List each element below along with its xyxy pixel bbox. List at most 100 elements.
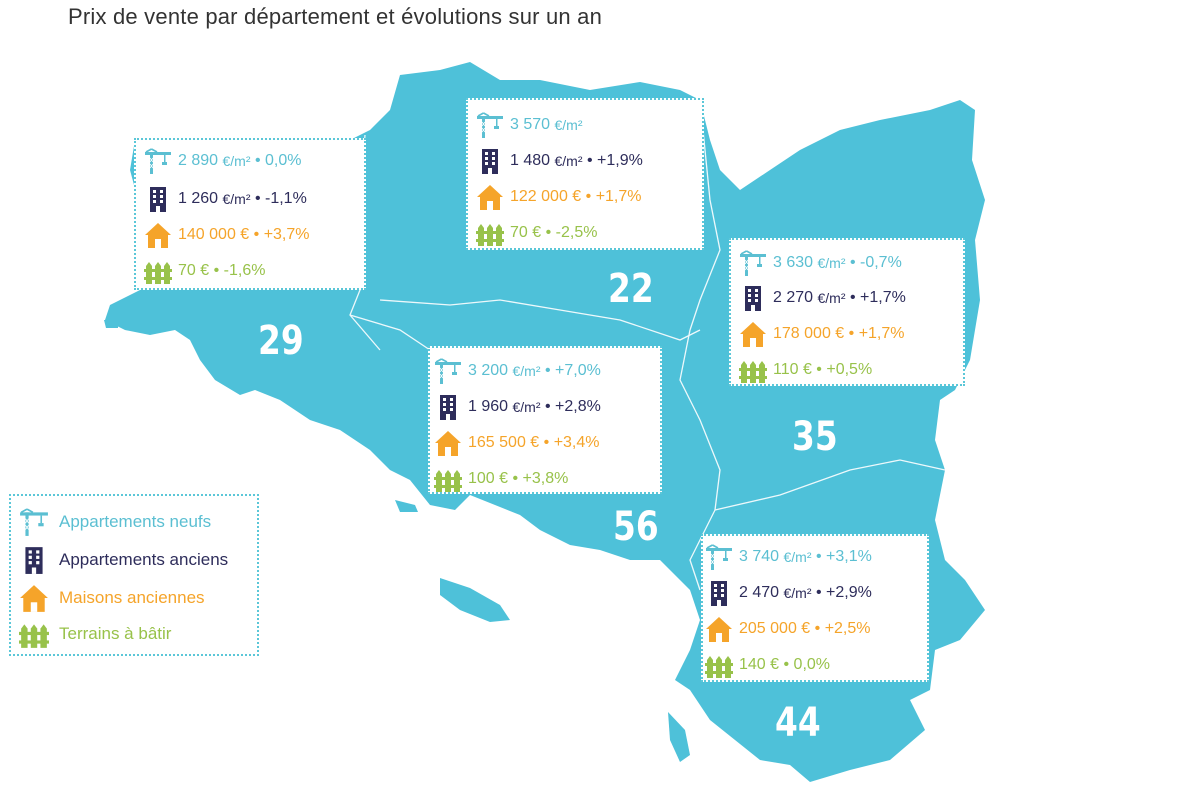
row-appartements-neufs: 3 630 €/m² • -0,7% <box>739 250 902 276</box>
change: +2,5% <box>824 620 871 637</box>
change: +2,9% <box>826 584 872 601</box>
row-terrains: 110 € • +0,5% <box>739 357 872 383</box>
house-icon <box>434 430 462 456</box>
legend: Appartements neufs Appartements anciens … <box>9 494 259 656</box>
row-terrains: 70 € • -2,5% <box>476 220 597 246</box>
row-terrains: 100 € • +3,8% <box>434 466 568 492</box>
fence-icon <box>434 466 462 492</box>
unit: €/m² <box>512 363 541 379</box>
unit: €/m² <box>783 585 812 601</box>
building-icon <box>476 148 504 174</box>
value: 3 200 <box>468 362 509 379</box>
building-icon <box>739 285 767 311</box>
unit: €/m² <box>783 549 812 565</box>
legend-label: Maisons anciennes <box>59 588 205 607</box>
row-maisons-anciennes: 122 000 € • +1,7% <box>476 184 642 210</box>
change: +3,1% <box>826 548 872 565</box>
value: 70 € <box>510 224 542 241</box>
value: 2 270 <box>773 289 814 306</box>
unit: €/m² <box>554 153 583 169</box>
fence-icon <box>739 357 767 383</box>
unit: €/m² <box>554 117 583 133</box>
department-label: 44 <box>775 700 821 746</box>
row-terrains: 140 € • 0,0% <box>705 652 830 678</box>
house-icon <box>144 222 172 248</box>
change: -2,5% <box>555 224 598 241</box>
department-label: 35 <box>792 414 838 460</box>
border-29-56 <box>349 314 431 351</box>
unit: €/m² <box>222 153 251 169</box>
unit: €/m² <box>817 290 846 306</box>
building-icon <box>19 546 49 574</box>
change: -1,6% <box>223 262 266 279</box>
crane-icon <box>434 358 462 384</box>
row-maisons-anciennes: 165 500 € • +3,4% <box>434 430 600 456</box>
crane-icon <box>144 148 172 174</box>
change: -1,1% <box>265 190 307 207</box>
fence-icon <box>476 220 504 246</box>
map-island-groix <box>395 500 418 512</box>
value: 70 € <box>178 262 210 279</box>
row-appartements-neufs: 2 890 €/m² • 0,0% <box>144 148 301 174</box>
change: +1,7% <box>860 289 906 306</box>
fence-icon <box>19 620 49 648</box>
row-maisons-anciennes: 205 000 € • +2,5% <box>705 616 871 642</box>
row-appartements-anciens: 1 260 €/m² • -1,1% <box>144 186 307 212</box>
department-card-35: 3 630 €/m² • -0,7% 2 270 €/m² • +1,7% 17… <box>729 238 965 386</box>
row-maisons-anciennes: 140 000 € • +3,7% <box>144 222 310 248</box>
change: +3,4% <box>553 434 600 451</box>
change: +3,8% <box>522 470 569 487</box>
border-35-44 <box>714 459 946 511</box>
legend-label: Appartements neufs <box>59 512 212 531</box>
row-appartements-anciens: 1 480 €/m² • +1,9% <box>476 148 643 174</box>
value: 1 960 <box>468 398 509 415</box>
change: 0,0% <box>265 152 302 169</box>
value: 100 € <box>468 470 509 487</box>
row-maisons-anciennes: 178 000 € • +1,7% <box>739 321 905 347</box>
page-title: Prix de vente par département et évoluti… <box>68 4 603 29</box>
house-icon <box>476 184 504 210</box>
department-label: 56 <box>613 504 659 550</box>
value: 1 480 <box>510 152 551 169</box>
value: 122 000 € <box>510 188 582 205</box>
crane-icon <box>739 250 767 276</box>
change: +1,7% <box>858 325 905 342</box>
map-island-ouessant <box>104 320 118 328</box>
building-icon <box>705 580 733 606</box>
value: 110 € <box>773 361 812 378</box>
change: +3,7% <box>263 226 310 243</box>
legend-label: Terrains à bâtir <box>59 624 172 643</box>
department-label: 29 <box>258 318 304 364</box>
row-appartements-anciens: 2 270 €/m² • +1,7% <box>739 285 906 311</box>
unit: €/m² <box>817 255 846 271</box>
department-label: 22 <box>608 266 654 312</box>
row-appartements-neufs: 3 740 €/m² • +3,1% <box>705 544 872 570</box>
fence-icon <box>144 258 172 284</box>
department-card-56: 3 200 €/m² • +7,0% 1 960 €/m² • +2,8% 16… <box>428 346 662 494</box>
value: 140 000 € <box>178 226 250 243</box>
value: 3 740 <box>739 548 780 565</box>
row-appartements-neufs: 3 570 €/m² <box>476 112 583 138</box>
border-56-44 <box>689 509 716 591</box>
department-card-22: 3 570 €/m² 1 480 €/m² • +1,9% 122 000 € … <box>466 98 704 250</box>
house-icon <box>739 321 767 347</box>
row-terrains: 70 € • -1,6% <box>144 258 265 284</box>
value: 3 570 <box>510 116 551 133</box>
change: +0,5% <box>826 361 873 378</box>
building-icon <box>144 186 172 212</box>
value: 2 470 <box>739 584 780 601</box>
department-card-44: 3 740 €/m² • +3,1% 2 470 €/m² • +2,9% 20… <box>701 534 929 682</box>
legend-item-terrains: Terrains à bâtir <box>19 620 171 648</box>
crane-icon <box>476 112 504 138</box>
change: +1,9% <box>597 152 643 169</box>
map-island-belle-ile <box>440 578 510 622</box>
legend-item-maisons: Maisons anciennes <box>19 584 205 612</box>
unit: €/m² <box>222 191 251 207</box>
value: 140 € <box>739 656 780 673</box>
crane-icon <box>19 508 49 536</box>
house-icon <box>705 616 733 642</box>
border-22-35 <box>689 99 721 331</box>
fence-icon <box>705 652 733 678</box>
value: 178 000 € <box>773 325 845 342</box>
house-icon <box>19 584 49 612</box>
